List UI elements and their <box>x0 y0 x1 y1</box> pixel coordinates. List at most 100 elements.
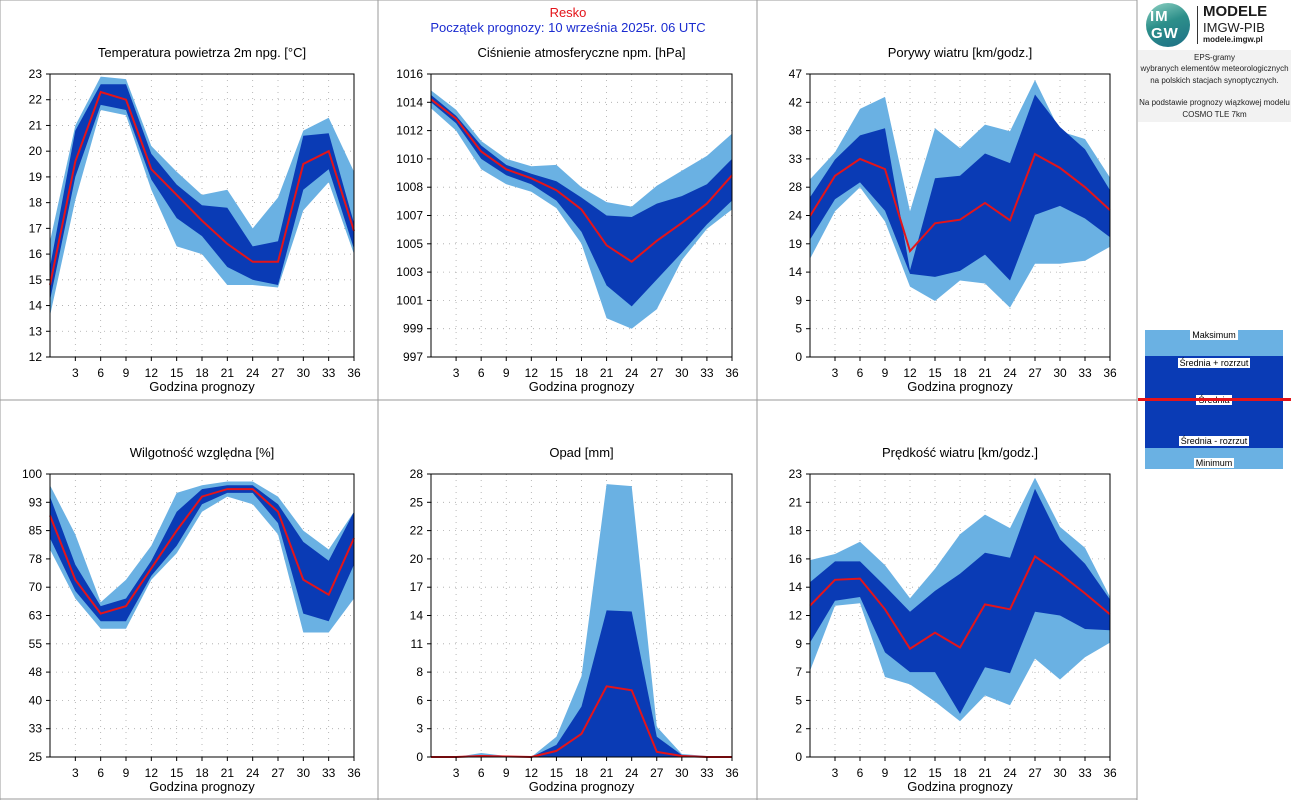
logo-mark-bottom: GW <box>1151 25 1179 42</box>
x-tick-label: 6 <box>478 366 485 380</box>
y-tick-label: 20 <box>410 552 424 566</box>
x-tick-label: 24 <box>1003 766 1017 780</box>
y-tick-label: 28 <box>410 467 424 481</box>
info-line-1: EPS-gramy <box>1194 53 1235 62</box>
x-tick-label: 15 <box>928 366 942 380</box>
y-tick-label: 20 <box>29 144 43 158</box>
y-tick-label: 0 <box>795 350 802 364</box>
y-tick-label: 3 <box>416 722 423 736</box>
y-tick-label: 28 <box>789 180 803 194</box>
x-tick-label: 15 <box>928 766 942 780</box>
imgw-logo-mark: IM GW <box>1146 3 1190 47</box>
y-tick-label: 47 <box>789 67 803 81</box>
x-tick-label: 24 <box>246 766 260 780</box>
mean-line <box>49 90 355 286</box>
y-tick-label: 18 <box>29 196 43 210</box>
x-axis-label: Godzina prognozy <box>529 379 635 394</box>
y-tick-label: 70 <box>29 580 43 594</box>
x-tick-label: 18 <box>575 366 589 380</box>
imgw-logo: IM GW MODELE IMGW-PIB modele.imgw.pl <box>1143 2 1288 48</box>
x-tick-label: 36 <box>1103 766 1117 780</box>
mean-line <box>431 685 732 759</box>
x-axis-label: Godzina prognozy <box>149 779 255 794</box>
x-tick-label: 33 <box>700 766 714 780</box>
y-tick-label: 7 <box>795 665 802 679</box>
y-tick-label: 93 <box>29 495 43 509</box>
x-tick-label: 33 <box>1078 366 1092 380</box>
y-tick-label: 6 <box>416 693 423 707</box>
x-tick-label: 21 <box>978 366 992 380</box>
info-line-5: COSMO TLE 7km <box>1182 110 1247 119</box>
x-tick-label: 9 <box>503 766 510 780</box>
logo-separator <box>1197 6 1198 44</box>
x-tick-label: 18 <box>575 766 589 780</box>
x-tick-label: 24 <box>246 366 260 380</box>
x-tick-label: 24 <box>1003 366 1017 380</box>
spread-band <box>810 94 1110 281</box>
x-axis-label: Godzina prognozy <box>149 379 255 394</box>
y-tick-label: 11 <box>411 637 424 651</box>
chart-2: 997 999 1001 1003 1005 1007 1008 1010 1012 1014 10… <box>396 45 739 394</box>
x-tick-label: 30 <box>1053 366 1067 380</box>
y-tick-label: 2 <box>795 722 802 736</box>
x-tick-label: 12 <box>903 366 917 380</box>
x-tick-label: 9 <box>882 766 889 780</box>
x-tick-label: 18 <box>953 366 967 380</box>
x-tick-label: 9 <box>503 366 510 380</box>
y-tick-label: 1012 <box>396 124 423 138</box>
x-tick-label: 21 <box>221 366 235 380</box>
x-tick-label: 27 <box>1028 766 1042 780</box>
y-tick-label: 22 <box>410 524 424 538</box>
y-tick-label: 1010 <box>396 152 423 166</box>
x-tick-label: 36 <box>347 366 361 380</box>
y-tick-label: 1014 <box>396 95 423 109</box>
mean-line <box>809 554 1111 651</box>
chart-title: Prędkość wiatru [km/godz.] <box>882 445 1038 460</box>
y-tick-label: 9 <box>795 637 802 651</box>
info-box: EPS-gramy wybranych elementów meteorolog… <box>1138 50 1291 122</box>
y-tick-label: 22 <box>29 93 43 107</box>
info-line-4: Na podstawie prognozy wiązkowej modelu <box>1139 98 1290 107</box>
x-tick-label: 33 <box>322 766 336 780</box>
logo-subtitle: IMGW-PIB <box>1203 20 1265 35</box>
legend-mean-plus-label: Średnia + rozrzut <box>1177 358 1251 368</box>
x-tick-label: 33 <box>1078 766 1092 780</box>
y-tick-label: 14 <box>410 609 424 623</box>
x-tick-label: 6 <box>857 366 864 380</box>
y-tick-label: 19 <box>789 237 803 251</box>
y-tick-label: 16 <box>29 247 43 261</box>
chart-title: Opad [mm] <box>549 445 613 460</box>
chart-title: Ciśnienie atmosferyczne npm. [hPa] <box>477 45 685 60</box>
x-tick-label: 36 <box>1103 366 1117 380</box>
y-tick-label: 1016 <box>396 67 423 81</box>
y-tick-label: 5 <box>795 322 802 336</box>
x-tick-label: 30 <box>297 766 311 780</box>
x-axis-label: Godzina prognozy <box>907 779 1013 794</box>
y-tick-label: 33 <box>789 152 803 166</box>
y-tick-label: 1003 <box>396 265 423 279</box>
y-tick-label: 14 <box>29 299 43 313</box>
y-tick-label: 0 <box>795 750 802 764</box>
y-tick-label: 13 <box>29 324 43 338</box>
x-tick-label: 21 <box>600 766 614 780</box>
spread-band <box>431 610 732 757</box>
y-tick-label: 1007 <box>396 209 423 223</box>
x-tick-label: 24 <box>625 766 639 780</box>
x-tick-label: 6 <box>97 366 104 380</box>
y-tick-label: 48 <box>29 665 43 679</box>
legend-min-label: Minimum <box>1193 458 1235 468</box>
x-tick-label: 3 <box>453 366 460 380</box>
logo-title: MODELE <box>1203 3 1268 20</box>
spread-band <box>50 485 354 622</box>
y-tick-label: 42 <box>789 95 803 109</box>
logo-url: modele.imgw.pl <box>1203 35 1263 44</box>
y-tick-label: 40 <box>29 693 43 707</box>
x-tick-label: 6 <box>97 766 104 780</box>
x-tick-label: 18 <box>195 766 209 780</box>
y-tick-label: 16 <box>789 552 803 566</box>
y-tick-label: 14 <box>789 580 803 594</box>
spread-band <box>431 94 732 307</box>
